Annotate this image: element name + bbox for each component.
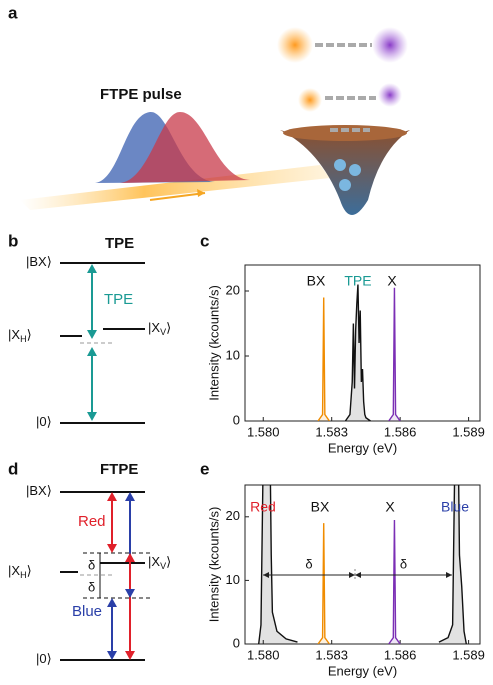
level-end: ⟩ xyxy=(27,563,32,578)
arrow-head xyxy=(349,572,355,578)
y-tick-label: 20 xyxy=(226,282,240,297)
arrow-head xyxy=(446,572,452,578)
spectrum-line xyxy=(344,284,371,421)
area-fill xyxy=(438,485,467,644)
level-text: |BX xyxy=(26,483,47,498)
y-tick-label: 0 xyxy=(233,635,240,650)
level-end: ⟩ xyxy=(47,483,52,498)
x-tick-label: 1.583 xyxy=(315,424,348,439)
level-sub: V xyxy=(160,561,166,571)
panel-label: d xyxy=(8,459,18,478)
spectrum-line xyxy=(388,519,401,644)
y-tick-label: 10 xyxy=(226,572,240,587)
level-text: |0 xyxy=(36,651,47,666)
level-text: |X xyxy=(8,563,20,578)
spectrum-line xyxy=(388,287,401,421)
x-tick-label: 1.580 xyxy=(247,424,280,439)
delta-label: δ xyxy=(88,557,95,572)
x-tick-label: 1.589 xyxy=(452,647,485,662)
level-label: |XH⟩ xyxy=(8,327,32,344)
delta-label: δ xyxy=(400,556,407,571)
illustration xyxy=(20,27,410,215)
area-fill xyxy=(258,485,298,644)
x-axis-label: Energy (eV) xyxy=(328,440,397,455)
delta-label: δ xyxy=(305,556,312,571)
level-end: ⟩ xyxy=(47,651,52,666)
diagram-title: FTPE xyxy=(100,461,138,478)
level-label: |0⟩ xyxy=(36,414,52,429)
blue-label: Blue xyxy=(72,603,102,620)
y-axis-label: Intensity (kcounts/s) xyxy=(206,507,221,623)
spectrum-line xyxy=(317,523,330,644)
level-end: ⟩ xyxy=(166,320,171,335)
level-label: |BX⟩ xyxy=(26,483,52,498)
spectrum-line xyxy=(257,485,298,644)
level-diagram xyxy=(60,262,145,424)
y-tick-label: 0 xyxy=(233,412,240,427)
level-text: |X xyxy=(148,554,160,569)
x-tick-label: 1.580 xyxy=(247,647,280,662)
y-tick-label: 10 xyxy=(226,347,240,362)
annotation: X xyxy=(385,499,395,515)
annotation: TPE xyxy=(344,273,371,289)
spectrum-line xyxy=(438,485,467,644)
delta-label: δ xyxy=(88,579,95,594)
panel-label: b xyxy=(8,231,18,250)
annotation: BX xyxy=(311,499,330,515)
level-end: ⟩ xyxy=(47,254,52,269)
panel-label: e xyxy=(200,459,209,478)
level-sub: H xyxy=(20,334,27,344)
x-tick-label: 1.586 xyxy=(384,647,417,662)
x-tick-label: 1.583 xyxy=(315,647,348,662)
panel-label: c xyxy=(200,231,209,250)
arrow-head xyxy=(263,572,269,578)
diagram-title: TPE xyxy=(105,235,134,252)
level-label: |XV⟩ xyxy=(148,320,171,337)
level-end: ⟩ xyxy=(47,414,52,429)
level-sub: V xyxy=(160,327,166,337)
level-diagram xyxy=(60,491,150,661)
annotation: BX xyxy=(307,273,326,289)
level-text: |BX xyxy=(26,254,47,269)
plot-frame xyxy=(244,264,481,422)
level-text: |X xyxy=(8,327,20,342)
panel-label: a xyxy=(8,3,18,22)
spectrum-line xyxy=(317,297,330,421)
pulse-label: FTPE pulse xyxy=(100,86,182,103)
level-label: |0⟩ xyxy=(36,651,52,666)
x-tick-label: 1.586 xyxy=(384,424,417,439)
annotation: Red xyxy=(250,499,276,515)
x-axis-label: Energy (eV) xyxy=(328,663,397,678)
level-end: ⟩ xyxy=(27,327,32,342)
level-sub: H xyxy=(20,570,27,580)
plot-frame xyxy=(244,484,481,645)
plot-area xyxy=(317,284,401,421)
plot-area xyxy=(257,485,467,644)
annotation: Blue xyxy=(441,499,469,515)
annotation: X xyxy=(387,273,397,289)
x-tick-label: 1.589 xyxy=(452,424,485,439)
area-fill xyxy=(345,284,371,421)
level-text: |X xyxy=(148,320,160,335)
red-label: Red xyxy=(78,513,106,530)
y-tick-label: 20 xyxy=(226,508,240,523)
arrow-label: TPE xyxy=(104,291,133,308)
level-text: |0 xyxy=(36,414,47,429)
level-label: |XH⟩ xyxy=(8,563,32,580)
level-label: |XV⟩ xyxy=(148,554,171,571)
level-label: |BX⟩ xyxy=(26,254,52,269)
arrow-head xyxy=(355,572,361,578)
y-axis-label: Intensity (kcounts/s) xyxy=(206,285,221,401)
level-end: ⟩ xyxy=(166,554,171,569)
